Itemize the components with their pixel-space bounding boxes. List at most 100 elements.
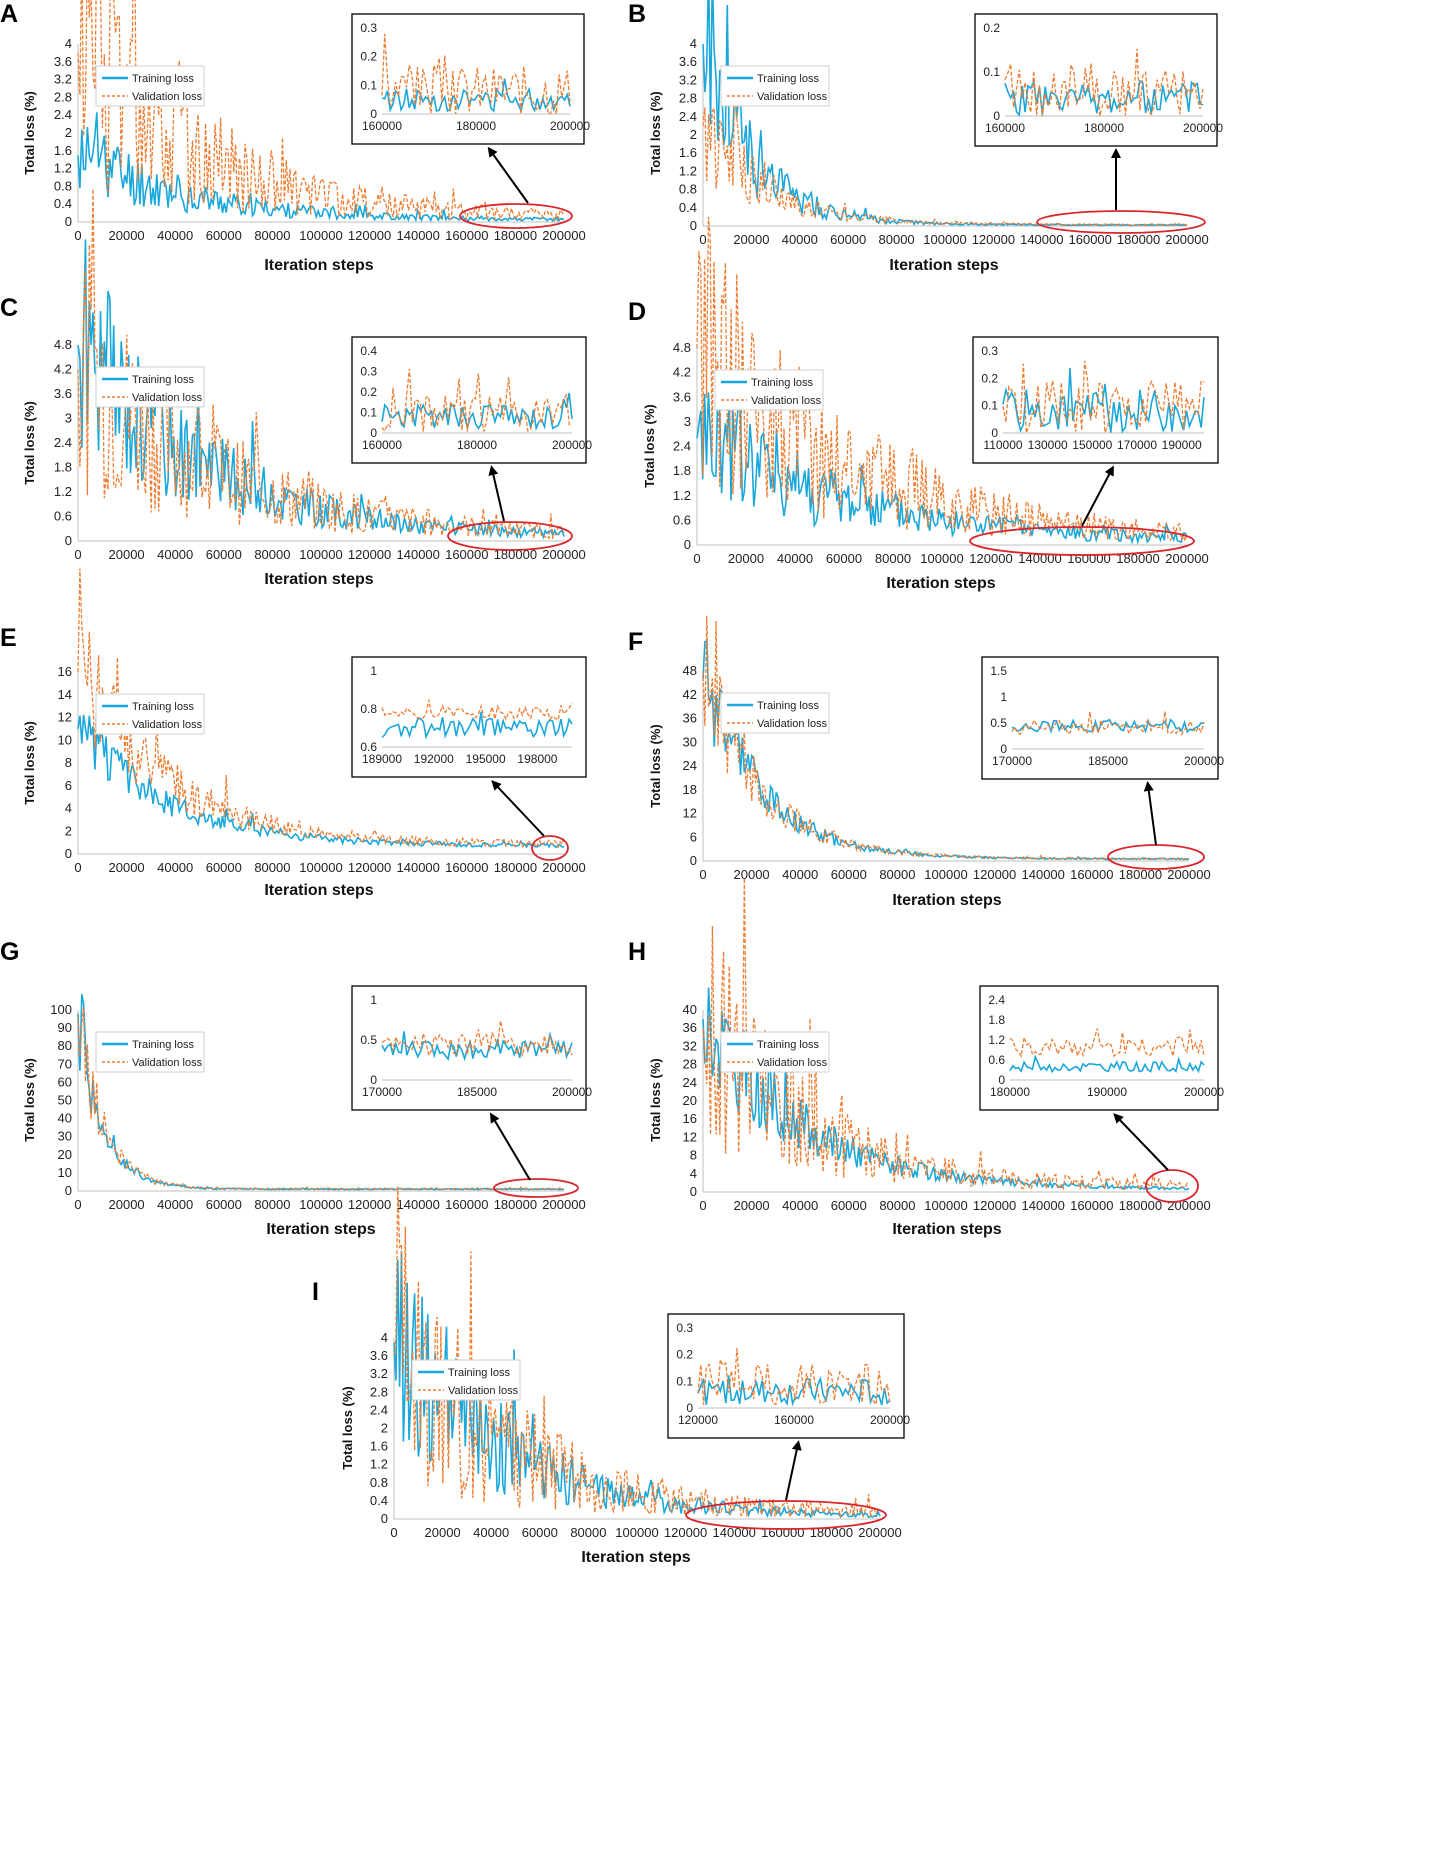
validation-loss-line <box>77 568 565 849</box>
inset-frame <box>351 656 587 778</box>
validation-loss-line <box>393 1186 881 1519</box>
y-tick-label: 10 <box>58 1165 72 1180</box>
inset-x-tick-label: 160000 <box>362 119 402 133</box>
x-tick-label: 60000 <box>522 1525 558 1540</box>
inset-training-loss-line <box>697 1375 891 1407</box>
x-tick-label: 180000 <box>494 1197 537 1212</box>
x-tick-label: 40000 <box>157 1197 193 1212</box>
zoom-region-ellipse <box>969 526 1195 556</box>
x-tick-label: 40000 <box>777 551 813 566</box>
y-tick-label: 2.8 <box>54 89 72 104</box>
y-tick-label: 70 <box>58 1056 72 1071</box>
x-tick-label: 140000 <box>397 228 440 243</box>
x-tick-label: 200000 <box>1165 232 1208 247</box>
y-tick-label: 2 <box>381 1421 388 1436</box>
x-tick-label: 40000 <box>782 232 818 247</box>
x-tick-label: 0 <box>390 1525 397 1540</box>
legend-training-label: Training loss <box>132 1039 194 1051</box>
x-tick-label: 0 <box>74 860 81 875</box>
y-tick-label: 48 <box>683 663 697 678</box>
y-tick-label: 0 <box>690 218 697 233</box>
y-tick-label: 12 <box>683 1129 697 1144</box>
y-tick-label: 20 <box>58 1147 72 1162</box>
x-tick-label: 80000 <box>879 232 915 247</box>
zoom-region-ellipse <box>1107 844 1205 870</box>
y-tick-label: 30 <box>683 734 697 749</box>
zoom-arrow <box>785 1440 802 1501</box>
validation-loss-line <box>702 74 1188 226</box>
inset-y-tick-label: 1 <box>370 993 377 1007</box>
inset-training-loss-line <box>381 78 571 114</box>
inset-y-tick-label: 0.3 <box>360 21 377 35</box>
x-tick-label: 60000 <box>831 867 867 882</box>
x-axis-title: Iteration steps <box>264 257 373 274</box>
y-tick-label: 1.6 <box>54 143 72 158</box>
y-tick-label: 50 <box>58 1093 72 1108</box>
inset-y-tick-label: 0.5 <box>990 716 1007 730</box>
x-tick-label: 40000 <box>157 860 193 875</box>
inset-y-tick-label: 0.6 <box>360 740 377 754</box>
x-tick-label: 60000 <box>206 860 242 875</box>
x-tick-label: 160000 <box>445 228 488 243</box>
x-tick-label: 100000 <box>920 551 963 566</box>
legend-validation-label: Validation loss <box>751 395 822 407</box>
y-axis-title: Total loss (%) <box>642 404 657 488</box>
inset-x-tick-label: 170000 <box>1117 438 1157 452</box>
legend-validation-label: Validation loss <box>757 1057 828 1069</box>
y-tick-label: 1.8 <box>673 463 691 478</box>
x-tick-label: 140000 <box>1020 232 1063 247</box>
validation-loss-line <box>77 1007 565 1191</box>
x-tick-label: 160000 <box>1070 867 1113 882</box>
zoom-arrow <box>1113 1113 1169 1171</box>
panel-label: G <box>0 938 19 966</box>
inset-validation-loss-line <box>697 1347 891 1406</box>
inset-validation-loss-line <box>381 1020 573 1058</box>
y-tick-label: 4.2 <box>54 362 72 377</box>
x-tick-label: 100000 <box>299 228 342 243</box>
y-tick-label: 20 <box>683 1093 697 1108</box>
y-tick-label: 32 <box>683 1038 697 1053</box>
x-tick-label: 100000 <box>299 1197 342 1212</box>
x-tick-label: 100000 <box>924 1198 967 1213</box>
x-tick-label: 40000 <box>157 228 193 243</box>
inset-frame <box>979 985 1219 1111</box>
x-tick-label: 180000 <box>1119 867 1162 882</box>
inset-validation-loss-line <box>381 34 571 115</box>
x-tick-label: 20000 <box>109 228 145 243</box>
x-axis-title: Iteration steps <box>889 257 998 274</box>
x-tick-label: 160000 <box>445 860 488 875</box>
inset-y-tick-label: 0.2 <box>981 371 998 385</box>
inset-x-tick-label: 160000 <box>362 438 402 452</box>
legend-validation-label: Validation loss <box>132 91 203 103</box>
x-tick-label: 60000 <box>206 547 242 562</box>
legend-validation-label: Validation loss <box>448 1385 519 1397</box>
inset-x-tick-label: 189000 <box>362 752 402 766</box>
inset-y-tick-label: 2.4 <box>988 993 1005 1007</box>
y-tick-label: 2.4 <box>54 435 72 450</box>
y-tick-label: 3.2 <box>679 72 697 87</box>
panel-label: E <box>0 624 17 652</box>
y-tick-label: 2.8 <box>679 91 697 106</box>
inset-training-loss-line <box>381 711 573 740</box>
x-tick-label: 20000 <box>734 1198 770 1213</box>
inset-y-tick-label: 0.4 <box>360 344 377 358</box>
x-tick-label: 180000 <box>1117 232 1160 247</box>
x-tick-label: 120000 <box>973 867 1016 882</box>
zoom-region-ellipse <box>1036 210 1206 234</box>
x-tick-label: 180000 <box>494 860 537 875</box>
zoom-arrow <box>489 1112 531 1181</box>
y-axis-title: Total loss (%) <box>22 401 37 485</box>
inset-y-tick-label: 0 <box>993 109 1000 123</box>
x-tick-label: 180000 <box>494 228 537 243</box>
legend-training-label: Training loss <box>132 701 194 713</box>
inset-validation-loss-line <box>1011 711 1205 736</box>
inset-x-tick-label: 192000 <box>414 752 454 766</box>
x-tick-label: 160000 <box>1070 1198 1113 1213</box>
y-tick-label: 4.8 <box>673 340 691 355</box>
y-tick-label: 3.2 <box>54 72 72 87</box>
x-tick-label: 0 <box>699 867 706 882</box>
inset-y-tick-label: 0 <box>998 1073 1005 1087</box>
y-tick-label: 4 <box>690 36 697 51</box>
x-tick-label: 20000 <box>109 860 145 875</box>
